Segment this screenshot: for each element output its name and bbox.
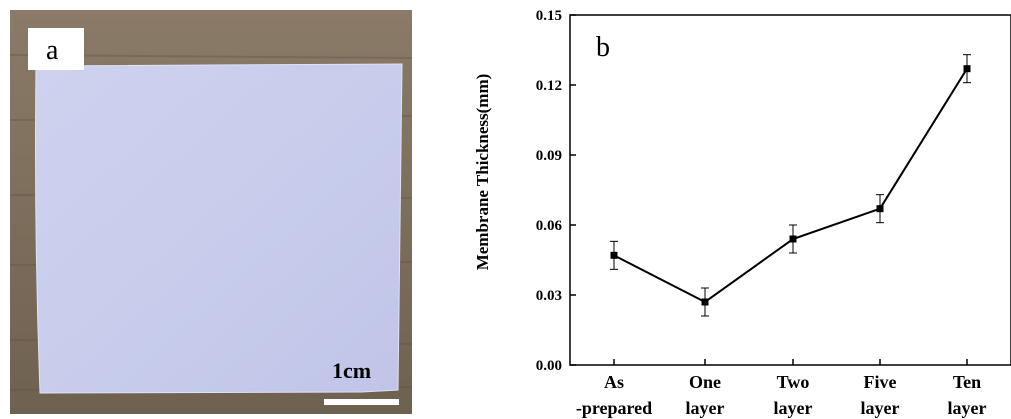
y-axis-ticks: 0.00 0.03 0.06 0.09 0.12 0.15	[536, 8, 576, 374]
x-tick-label: layer	[774, 398, 813, 418]
membrane-photo-panel: a 1cm	[10, 10, 412, 414]
x-tick-label: As	[604, 372, 624, 392]
y-tick-label: 0.00	[536, 358, 562, 374]
scale-bar	[324, 399, 399, 405]
data-point	[876, 205, 884, 213]
y-tick-label: 0.15	[536, 8, 562, 24]
x-tick-label: Two	[777, 372, 810, 392]
x-tick-label: layer	[861, 398, 900, 418]
y-tick-label: 0.09	[536, 148, 562, 164]
data-point	[701, 298, 709, 306]
series-line	[613, 68, 968, 304]
y-tick-label: 0.12	[536, 78, 562, 94]
x-tick-label: layer	[948, 398, 987, 418]
x-tick-label: Ten	[953, 372, 981, 392]
data-point	[610, 251, 618, 259]
data-point	[789, 235, 797, 243]
scale-bar-label: 1cm	[332, 358, 371, 383]
y-tick-label: 0.03	[536, 288, 562, 304]
x-tick-label: Five	[864, 372, 897, 392]
label-a-box	[28, 28, 84, 70]
y-tick-label: 0.06	[536, 218, 563, 234]
y-axis-title: Membrane Thickness(mm)	[473, 74, 492, 271]
panel-label-a: a	[46, 35, 59, 66]
membrane-sheet	[35, 63, 403, 394]
plot-frame	[569, 14, 1011, 366]
panel-label-b: b	[596, 32, 610, 63]
x-axis-ticks: As -prepared One layer Two layer Five layer Ten l…	[576, 359, 987, 418]
data-point	[963, 65, 971, 73]
x-tick-label: layer	[686, 398, 725, 418]
x-tick-label: One	[689, 372, 721, 392]
thickness-chart: Membrane Thickness(mm) b 0.000.030.060.0…	[473, 8, 1011, 418]
thickness-series	[610, 54, 971, 317]
x-tick-label: -prepared	[576, 398, 652, 418]
